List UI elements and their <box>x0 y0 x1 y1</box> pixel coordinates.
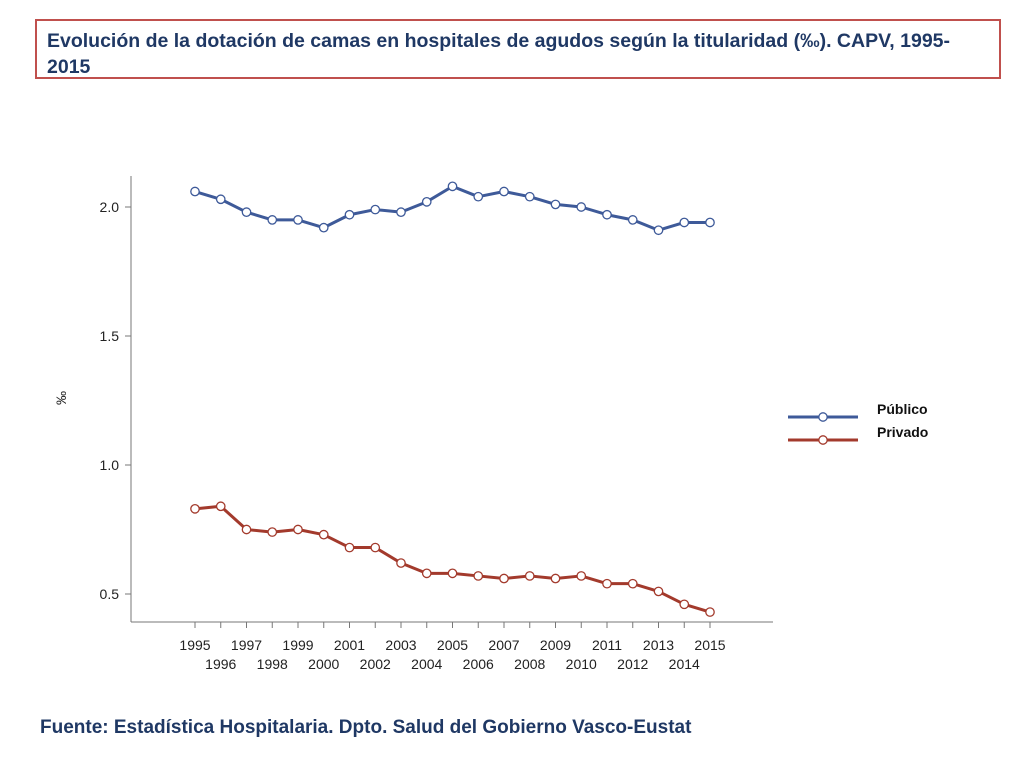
x-tick-label: 2012 <box>617 656 648 672</box>
x-tick-label: 2000 <box>308 656 339 672</box>
chart-axes: 0.5 1.0 1.5 2.0 1995 1996 1997 1998 1999 2000 2001… <box>100 176 773 672</box>
data-point <box>241 524 252 535</box>
x-tick-label: 2011 <box>592 637 622 653</box>
y-axis-label-group: ‰ <box>53 391 69 405</box>
x-tick-label: 2014 <box>669 656 700 672</box>
data-point <box>344 209 355 220</box>
x-tick-label: 2010 <box>566 656 597 672</box>
chart-series <box>190 181 715 617</box>
data-point <box>473 191 484 202</box>
x-tick-label: 2001 <box>334 637 365 653</box>
data-point <box>241 207 252 218</box>
data-point <box>705 217 715 228</box>
x-tick-label: 1999 <box>282 637 313 653</box>
data-point <box>499 186 509 197</box>
x-tick-label: 1996 <box>205 656 236 672</box>
data-point <box>627 578 638 589</box>
data-point <box>576 571 587 581</box>
x-tick-label: 2015 <box>694 637 725 653</box>
data-point <box>318 529 329 540</box>
data-point <box>550 199 561 210</box>
data-point <box>215 501 226 512</box>
data-point <box>293 524 303 535</box>
data-point <box>421 196 432 207</box>
y-axis-label: ‰ <box>53 391 69 405</box>
x-tick-label: 1997 <box>231 637 262 653</box>
data-point <box>396 558 406 568</box>
data-point <box>524 191 535 202</box>
x-tick-label: 2003 <box>385 637 416 653</box>
x-tick-label: 2013 <box>643 637 674 653</box>
data-point <box>473 571 484 581</box>
data-point <box>550 573 561 584</box>
chart-title: Evolución de la dotación de camas en hos… <box>35 19 1001 79</box>
data-point <box>576 202 587 212</box>
data-point <box>396 207 406 218</box>
x-tick-label: 2008 <box>514 656 545 672</box>
data-point <box>421 568 432 579</box>
data-point <box>679 217 690 228</box>
y-tick-label: 0.5 <box>100 586 120 602</box>
data-point <box>215 194 226 205</box>
data-point <box>318 222 329 233</box>
data-point <box>447 181 458 192</box>
data-point <box>267 215 278 225</box>
data-point <box>653 586 664 597</box>
series-privado <box>190 501 715 617</box>
data-point <box>370 542 381 553</box>
x-tick-label: 2006 <box>463 656 494 672</box>
data-point <box>370 204 381 215</box>
data-point <box>602 209 612 220</box>
x-tick-label: 2009 <box>540 637 571 653</box>
x-tick-label: 2007 <box>488 637 519 653</box>
data-point <box>447 568 458 579</box>
data-point <box>705 607 715 617</box>
data-point <box>679 599 690 610</box>
legend-label: Privado <box>877 424 928 440</box>
y-tick-label: 2.0 <box>100 199 120 215</box>
legend-swatch-marker <box>818 412 828 422</box>
data-point <box>344 542 355 553</box>
source-note: Fuente: Estadística Hospitalaria. Dpto. … <box>40 717 692 738</box>
x-tick-label: 2005 <box>437 637 468 653</box>
data-point <box>267 527 278 537</box>
data-point <box>602 578 612 589</box>
data-point <box>627 215 638 225</box>
y-tick-label: 1.0 <box>100 457 120 473</box>
data-point <box>190 186 200 197</box>
x-tick-label: 2004 <box>411 656 442 672</box>
data-point <box>293 215 303 225</box>
data-point <box>524 571 535 581</box>
y-tick-label: 1.5 <box>100 328 120 344</box>
x-tick-label: 2002 <box>360 656 391 672</box>
legend-label: Público <box>877 401 928 417</box>
legend-swatch-marker <box>818 435 828 445</box>
data-point <box>499 573 509 584</box>
series-line <box>194 504 711 614</box>
x-tick-label: 1998 <box>257 656 288 672</box>
legend: Público Privado <box>788 401 928 445</box>
series-publico <box>190 181 715 236</box>
data-point <box>653 225 664 236</box>
x-tick-label: 1995 <box>179 637 210 653</box>
data-point <box>190 504 200 514</box>
